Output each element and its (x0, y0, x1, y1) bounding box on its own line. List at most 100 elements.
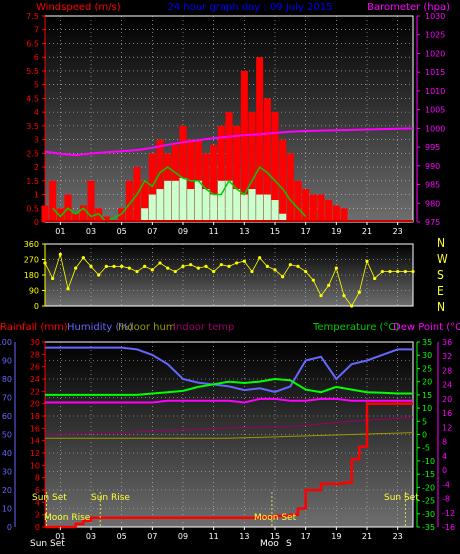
humidity-y-tick-label: 70 (2, 394, 12, 403)
humidity-line (45, 346, 413, 394)
rainfall-y-tick-label: 6 (35, 486, 40, 495)
windspeed-bar (332, 205, 340, 222)
gust-bar (141, 208, 149, 222)
indoor-temp-line (44, 416, 414, 435)
moon-rise-annotation: Moon Rise (44, 513, 91, 523)
wind-panel-xtick-label: 03 (86, 227, 96, 236)
direction-y-tick-label: 360 (24, 240, 39, 249)
temperature-y-tick-label: 25 (422, 364, 432, 373)
windspeed-bar (217, 125, 225, 222)
humidity-y-tick-label: 40 (2, 449, 12, 458)
wind-panel-xtick-label: 07 (147, 227, 157, 236)
wind-y-tick-label: 4.5 (26, 94, 39, 103)
barometer-line (44, 127, 414, 157)
climate-panel-xtick-label: 21 (362, 532, 372, 541)
wind-y-tick-label: 7.5 (26, 12, 39, 21)
temperature-line (45, 377, 413, 396)
barometer-y-tick-label: 1010 (425, 87, 445, 96)
gust-bar (240, 194, 248, 222)
sun-set-annotation-left: Sun Set (32, 493, 67, 503)
barometer-y-tick-label: 1015 (425, 68, 445, 77)
gust-bar (148, 194, 156, 222)
gust-bar (187, 189, 195, 222)
dewpoint-y-tick-label: 16 (442, 409, 452, 418)
windspeed-bar (294, 180, 302, 222)
windspeed-bar (49, 180, 57, 222)
dewpoint-y-tick-label: -8 (442, 495, 450, 504)
barometer-y-tick-label: 1030 (425, 12, 445, 21)
climate-panel-xtick-label: 09 (178, 532, 188, 541)
dewpoint-y-tick-label: 36 (442, 338, 452, 347)
bottom-moon-label: Moo (260, 539, 279, 549)
windspeed-bar (210, 145, 218, 222)
direction-trace (44, 252, 413, 307)
temperature-y-tick-label: 10 (422, 404, 432, 413)
gust-bar (202, 189, 210, 222)
temperature-y-tick-label: -35 (422, 523, 435, 532)
rainfall-line (45, 402, 413, 529)
windspeed-bar (125, 180, 133, 222)
windspeed-bar (225, 112, 233, 222)
gust-bar (164, 180, 172, 222)
windspeed-bar (233, 125, 241, 222)
wind-panel-xtick-label: 13 (239, 227, 249, 236)
windspeed-bar (302, 189, 310, 222)
wind-y-tick-label: 5 (34, 81, 39, 90)
gust-bar (156, 189, 164, 222)
rainfall-y-tick-label: 8 (35, 474, 40, 483)
gust-bar (210, 194, 218, 222)
humidity-y-tick-label: 100 (0, 338, 12, 347)
gust-bar (256, 194, 264, 222)
compass-w: W (437, 252, 448, 266)
compass-s: S (437, 268, 444, 282)
dewpoint-y-tick-label: 28 (442, 366, 452, 375)
wind-y-tick-label: 6.5 (26, 39, 39, 48)
humidity-y-tick-label: 50 (2, 431, 12, 440)
wind-panel-xtick-label: 01 (55, 227, 65, 236)
wind-y-tick-label: 0.5 (26, 204, 39, 213)
barometer-y-tick-label: 1000 (425, 124, 445, 133)
wind-panel-xtick-label: 11 (209, 227, 219, 236)
indoor-hum-line (45, 432, 414, 439)
gust-bar (248, 189, 256, 222)
wind-direction-chart: 0 90 180 270 360 (24, 240, 415, 311)
rainfall-y-tick-label: 12 (30, 449, 40, 458)
humidity-y-tick-label: 20 (2, 486, 12, 495)
wind-y-tick-label: 7 (34, 26, 39, 35)
barometer-y-tick-label: 980 (425, 199, 440, 208)
temperature-y-tick-label: 15 (422, 391, 432, 400)
barometer-y-tick-label: 990 (425, 162, 440, 171)
climate-panel-xtick-label: 01 (55, 532, 65, 541)
climate-panel-xtick-label: 07 (147, 532, 157, 541)
moon-set-annotation: Moon Set (254, 513, 297, 523)
compass-n-bottom: N (437, 300, 446, 314)
bottom-sunset2-label: S (286, 539, 292, 549)
compass-e: E (437, 284, 444, 298)
windspeed-bar (156, 139, 164, 222)
barometer-y-tick-label: 995 (425, 143, 440, 152)
wind-y-tick-label: 0 (34, 218, 39, 227)
barometer-y-tick-label: 975 (425, 218, 440, 227)
header-barometer-label: Barometer (hpa) (367, 2, 450, 13)
wind-y-tick-label: 2 (34, 163, 39, 172)
dewpoint-y-tick-label: 20 (442, 395, 452, 404)
barometer-y-tick-label: 1025 (425, 31, 445, 40)
windspeed-bar (41, 205, 49, 222)
humidity-y-tick-label: 90 (2, 357, 12, 366)
wind-y-tick-label: 6 (34, 53, 39, 62)
rainfall-y-tick-label: 16 (30, 424, 40, 433)
humidity-y-tick-label: 80 (2, 375, 12, 384)
climate-panel-xtick-label: 15 (270, 532, 280, 541)
rainfall-y-tick-label: 24 (30, 375, 40, 384)
wind-panel-xtick-label: 23 (393, 227, 403, 236)
windspeed-bar (279, 139, 287, 222)
temperature-y-tick-label: 35 (422, 338, 432, 347)
windspeed-bar (271, 112, 279, 222)
barometer-y-tick-label: 985 (425, 181, 440, 190)
windspeed-bar (325, 200, 333, 222)
windspeed-bar (118, 208, 126, 222)
temperature-y-tick-label: -15 (422, 470, 435, 479)
windspeed-bar (202, 153, 210, 222)
humidity-y-tick-label: 10 (2, 505, 12, 514)
